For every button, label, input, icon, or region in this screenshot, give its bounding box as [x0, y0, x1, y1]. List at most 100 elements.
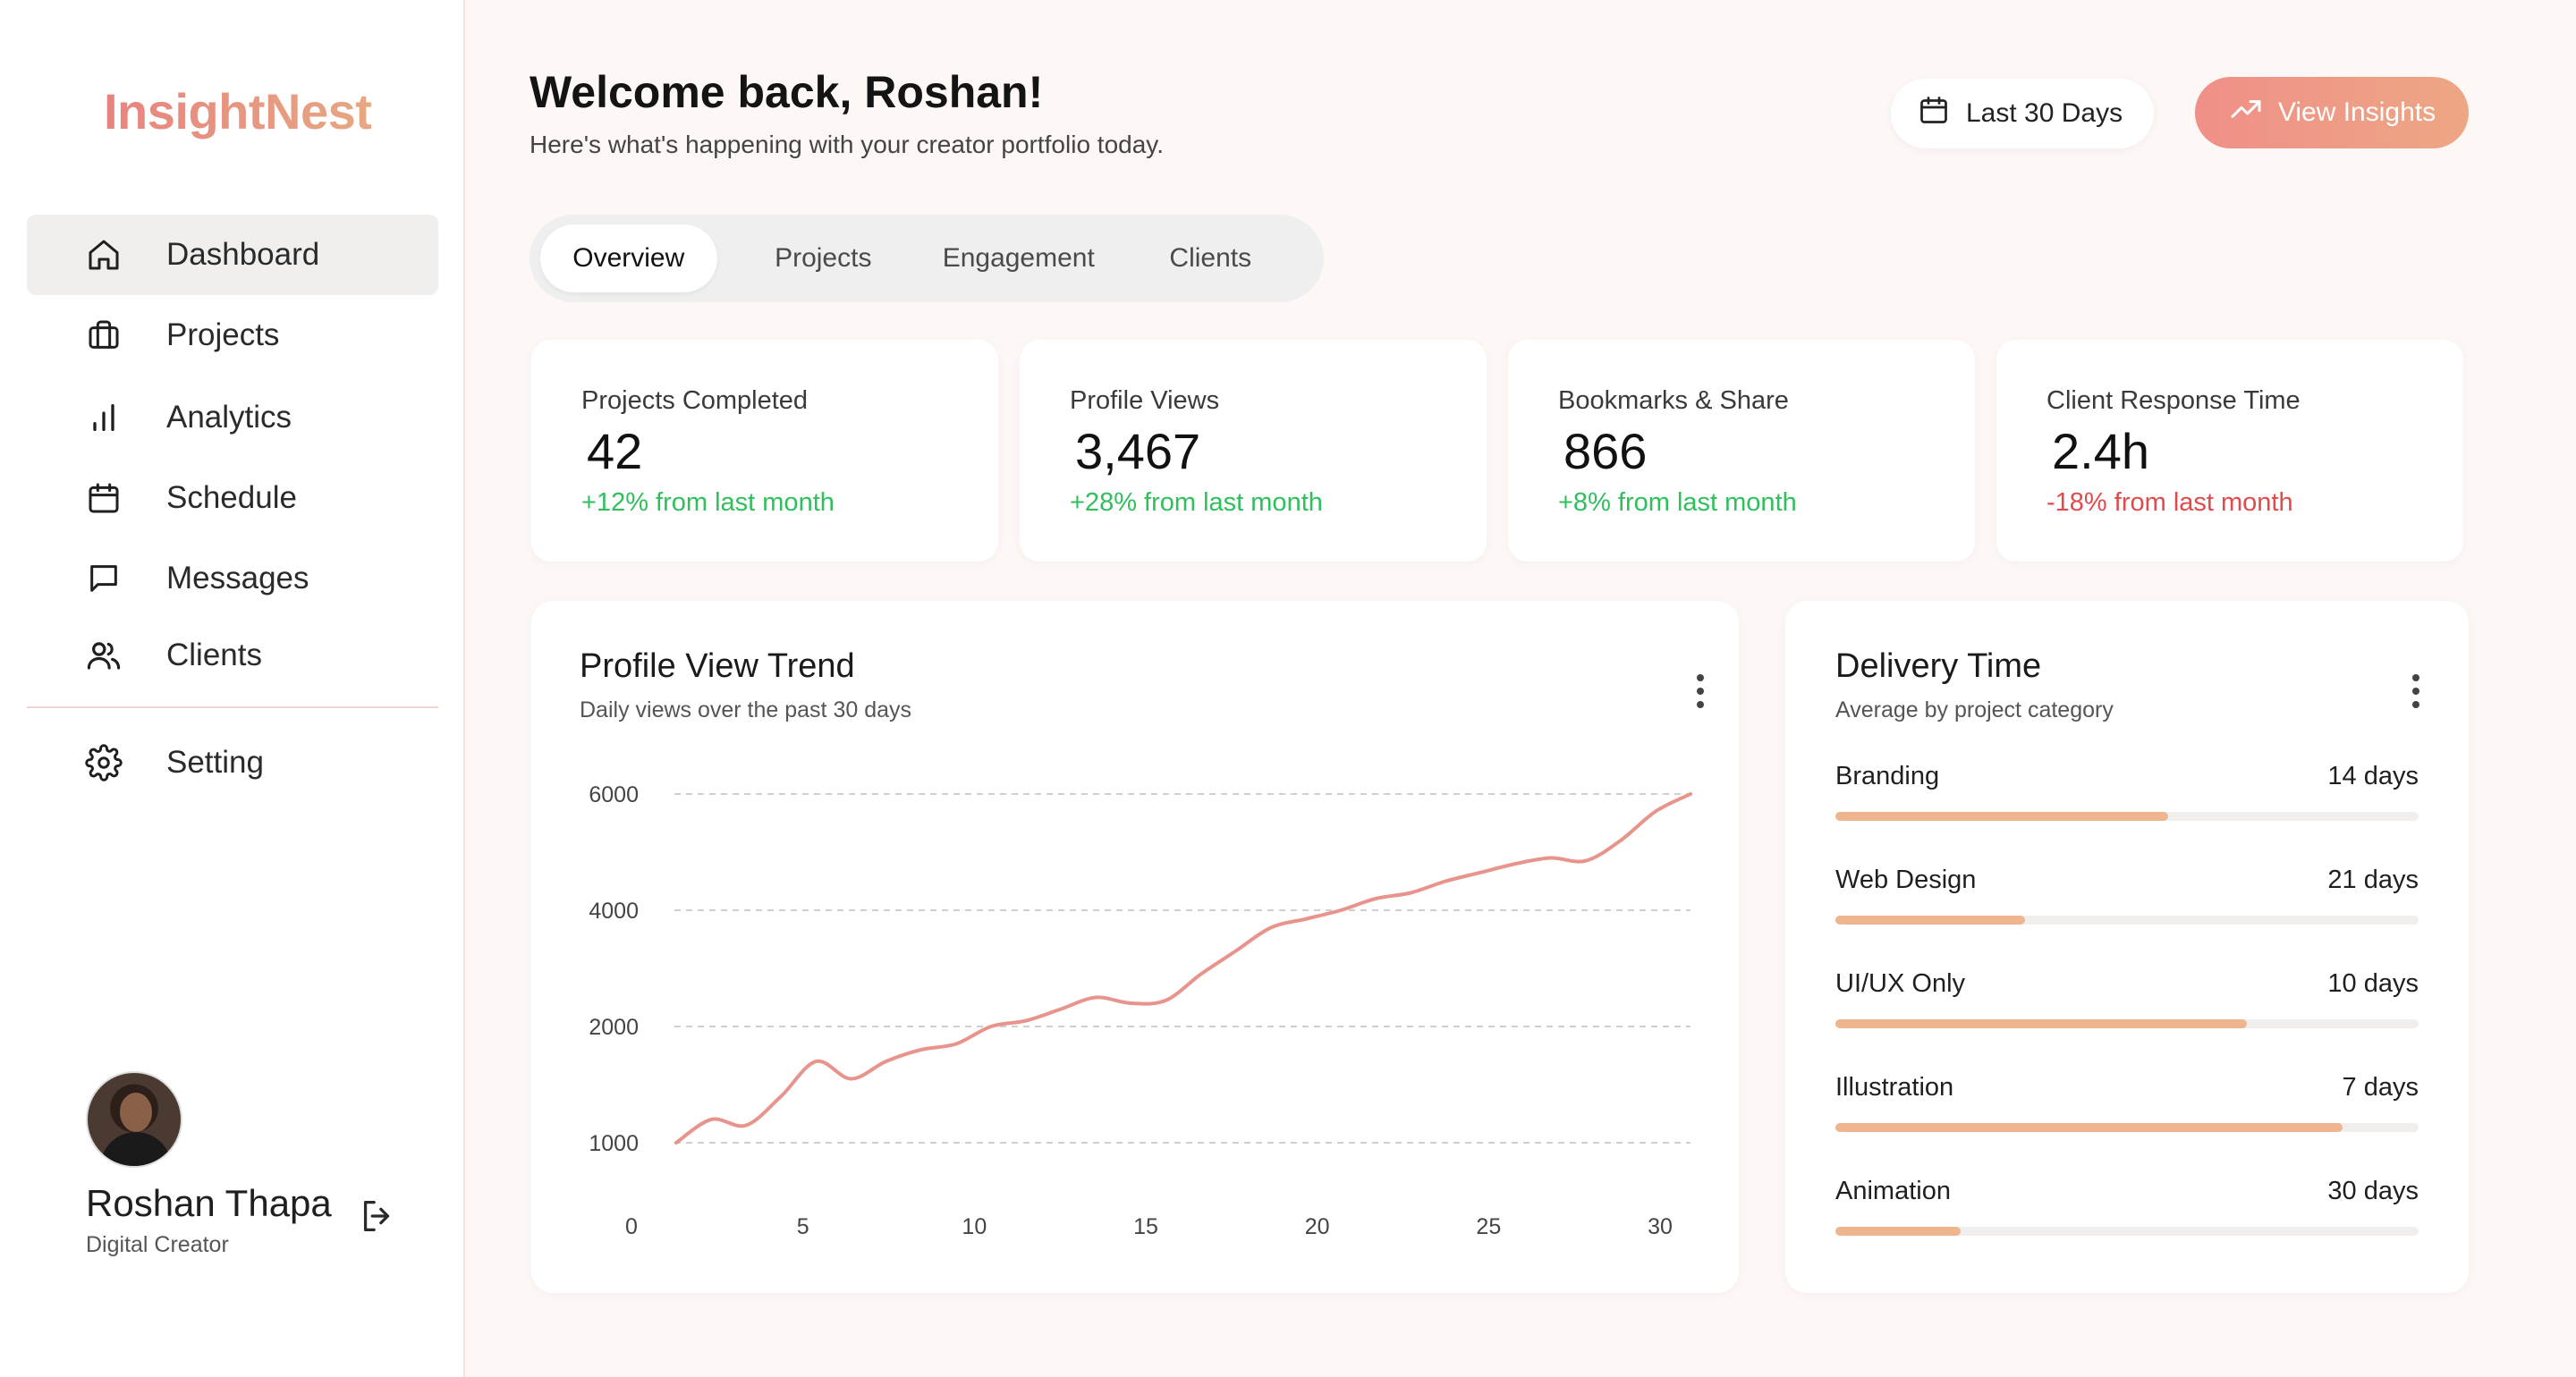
y-tick-label: 1000	[589, 1131, 639, 1156]
stat-value: 42	[587, 423, 643, 479]
sidebar-item-analytics[interactable]: Analytics	[27, 377, 438, 458]
x-tick-label: 25	[1476, 1214, 1501, 1239]
x-tick-label: 0	[625, 1214, 638, 1239]
delivery-category: Web Design	[1835, 866, 1977, 894]
x-tick-label: 15	[1133, 1214, 1158, 1239]
date-range-label: Last 30 Days	[1966, 98, 2123, 128]
more-options-icon[interactable]	[2402, 669, 2429, 714]
profile-view-trend-card: Profile View Trend Daily views over the …	[531, 601, 1739, 1293]
sidebar-item-label: Projects	[166, 317, 280, 352]
delivery-time-card: Delivery Time Average by project categor…	[1785, 601, 2469, 1293]
sidebar-item-messages[interactable]: Messages	[27, 538, 438, 619]
progress-track	[1835, 916, 2419, 925]
x-tick-label: 10	[962, 1214, 987, 1239]
y-tick-label: 6000	[589, 782, 639, 807]
progress-track	[1835, 1123, 2419, 1132]
delivery-category: Branding	[1835, 762, 1940, 790]
delivery-value: 21 days	[2327, 866, 2419, 894]
logout-button[interactable]	[354, 1195, 401, 1241]
stat-card-projects-completed: Projects Completed 42 +12% from last mon…	[531, 340, 998, 562]
stat-card-client-response-time: Client Response Time 2.4h -18% from last…	[1996, 340, 2463, 562]
profile-role: Digital Creator	[86, 1232, 229, 1257]
delivery-value: 10 days	[2327, 969, 2419, 998]
page-title: Welcome back, Roshan!	[530, 67, 1044, 117]
stat-delta: -18% from last month	[2046, 488, 2293, 517]
tab-projects[interactable]: Projects	[775, 243, 872, 273]
sidebar-item-schedule[interactable]: Schedule	[27, 458, 438, 538]
bar-chart-icon	[84, 398, 123, 437]
sidebar-divider	[27, 706, 438, 708]
card-subtitle: Daily views over the past 30 days	[580, 697, 912, 722]
x-tick-label: 20	[1305, 1214, 1330, 1239]
stat-label: Client Response Time	[2046, 386, 2301, 415]
progress-fill	[1835, 812, 2168, 821]
stat-label: Profile Views	[1070, 386, 1220, 415]
date-range-button[interactable]: Last 30 Days	[1891, 79, 2154, 148]
stat-card-bookmarks-share: Bookmarks & Share 866 +8% from last mont…	[1508, 340, 1975, 562]
calendar-icon	[84, 478, 123, 518]
briefcase-icon	[84, 316, 123, 355]
stat-delta: +28% from last month	[1070, 488, 1323, 517]
trending-up-icon	[2228, 91, 2264, 134]
progress-fill	[1835, 1227, 1962, 1236]
avatar-face	[120, 1093, 152, 1132]
x-tick-label: 5	[797, 1214, 809, 1239]
delivery-value: 30 days	[2327, 1177, 2419, 1205]
view-insights-label: View Insights	[2277, 97, 2436, 127]
tab-bar: Overview Projects Engagement Clients	[530, 215, 1324, 302]
progress-track	[1835, 1019, 2419, 1028]
sidebar-item-label: Dashboard	[166, 237, 320, 272]
sidebar-item-dashboard[interactable]: Dashboard	[27, 215, 438, 295]
sidebar: InsightNest Dashboard Projects Analytics…	[0, 0, 465, 1377]
message-icon	[84, 559, 123, 598]
delivery-value: 7 days	[2342, 1073, 2419, 1102]
stat-delta: +12% from last month	[581, 488, 835, 517]
progress-track	[1835, 812, 2419, 821]
more-options-icon[interactable]	[1687, 669, 1714, 714]
tab-clients[interactable]: Clients	[1169, 243, 1252, 273]
stat-label: Bookmarks & Share	[1558, 386, 1789, 415]
sidebar-item-label: Clients	[166, 638, 262, 672]
stat-value: 866	[1563, 423, 1648, 479]
sidebar-item-label: Analytics	[166, 400, 292, 435]
users-icon	[84, 636, 123, 675]
card-title: Delivery Time	[1835, 647, 2042, 685]
progress-fill	[1835, 916, 2025, 925]
tab-overview[interactable]: Overview	[540, 224, 717, 292]
sidebar-item-projects[interactable]: Projects	[27, 295, 438, 376]
sidebar-item-label: Schedule	[166, 480, 297, 515]
progress-fill	[1835, 1019, 2247, 1028]
sidebar-item-setting[interactable]: Setting	[27, 722, 438, 803]
card-title: Profile View Trend	[580, 647, 855, 685]
y-tick-label: 4000	[589, 899, 639, 924]
progress-fill	[1835, 1123, 2343, 1132]
sidebar-item-clients[interactable]: Clients	[27, 615, 438, 696]
view-insights-button[interactable]: View Insights	[2195, 77, 2469, 148]
stat-value: 2.4h	[2052, 423, 2149, 479]
stat-card-profile-views: Profile Views 3,467 +28% from last month	[1020, 340, 1487, 562]
card-subtitle: Average by project category	[1835, 697, 2114, 722]
delivery-value: 14 days	[2327, 762, 2419, 790]
x-tick-label: 30	[1648, 1214, 1673, 1239]
progress-track	[1835, 1227, 2419, 1236]
sidebar-item-label: Messages	[166, 561, 309, 596]
gear-icon	[84, 743, 123, 782]
delivery-category: UI/UX Only	[1835, 969, 1966, 998]
page-subtitle: Here's what's happening with your creato…	[530, 131, 1164, 158]
avatar[interactable]	[86, 1071, 182, 1168]
sidebar-item-label: Setting	[166, 745, 264, 780]
home-icon	[84, 235, 123, 275]
stat-delta: +8% from last month	[1558, 488, 1797, 517]
y-tick-label: 2000	[589, 1015, 639, 1040]
logout-icon	[357, 1195, 398, 1241]
tab-engagement[interactable]: Engagement	[942, 243, 1095, 273]
series-line	[674, 792, 1692, 1145]
line-chart: 6000 4000 2000 1000 0 5 10 15 20 25 30	[589, 782, 1692, 1239]
avatar-body	[100, 1132, 172, 1166]
delivery-category: Illustration	[1835, 1073, 1954, 1102]
delivery-category: Animation	[1835, 1177, 1951, 1205]
stat-label: Projects Completed	[581, 386, 809, 415]
app-logo[interactable]: InsightNest	[104, 83, 372, 139]
stat-value: 3,467	[1075, 423, 1201, 479]
calendar-icon	[1918, 94, 1950, 133]
